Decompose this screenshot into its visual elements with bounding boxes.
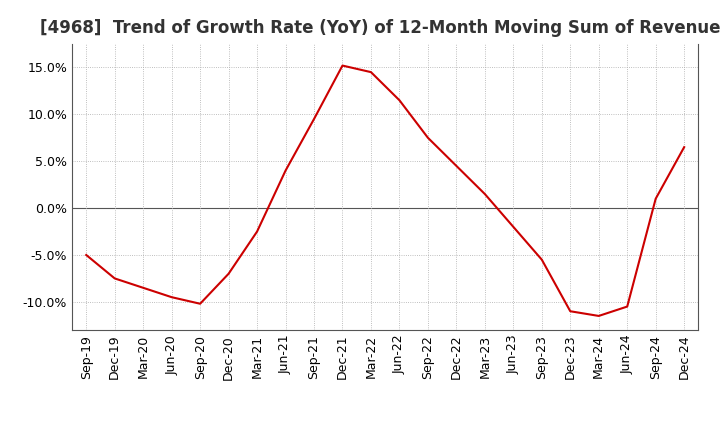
Title: [4968]  Trend of Growth Rate (YoY) of 12-Month Moving Sum of Revenues: [4968] Trend of Growth Rate (YoY) of 12-… bbox=[40, 19, 720, 37]
